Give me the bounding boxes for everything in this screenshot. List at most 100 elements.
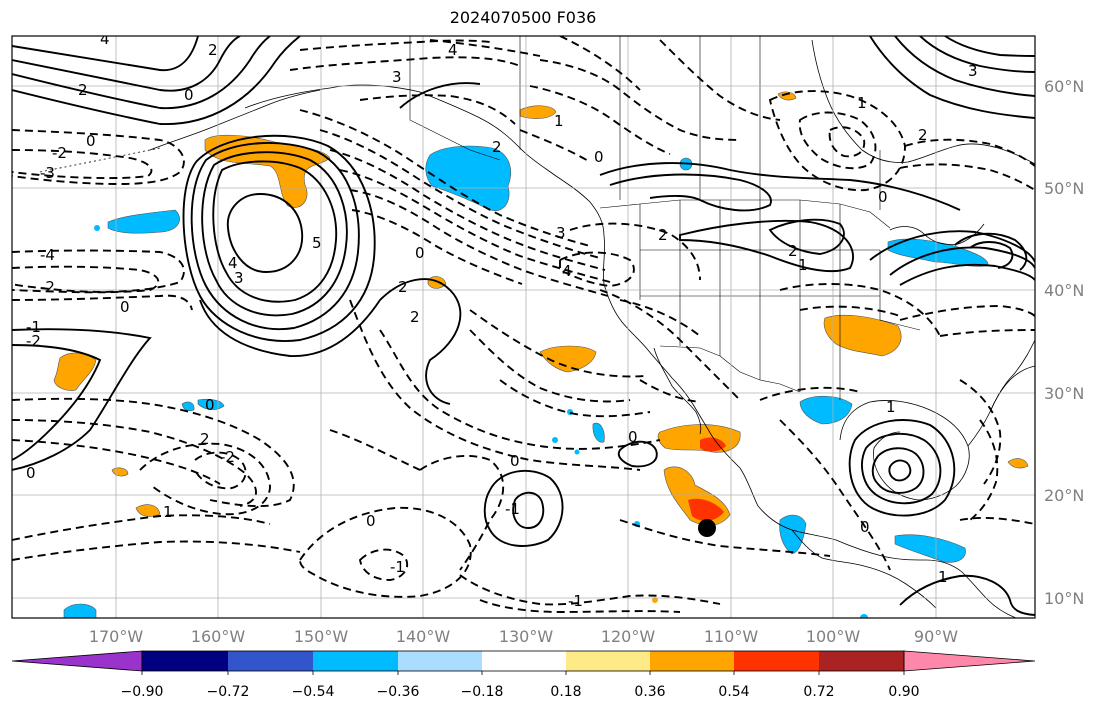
contour-label: 0 <box>628 428 638 446</box>
negative-anomaly-patch <box>799 395 853 425</box>
contour-negative <box>904 138 1035 167</box>
contour-negative <box>459 574 721 606</box>
contour-negative <box>899 163 1035 191</box>
contour-negative <box>319 129 601 259</box>
contour-negative <box>329 429 421 471</box>
contour-label: 1 <box>886 398 896 416</box>
contour-positive <box>679 219 854 273</box>
negative-anomaly-patch <box>107 209 180 234</box>
contour-label: 0 <box>184 86 194 104</box>
contour-positive <box>899 574 1035 616</box>
colorbar-segment <box>734 651 819 671</box>
negative-anomaly-dot <box>552 437 558 443</box>
colorbar-tick-label: −0.72 <box>206 684 250 700</box>
contour-positive <box>512 491 545 529</box>
coastline-north-america <box>244 84 1017 618</box>
contour-label: 3 <box>556 224 566 242</box>
contour-label: 0 <box>510 452 520 470</box>
lon-label-110w: 110°W <box>703 627 759 646</box>
coastline-baja-california <box>653 347 702 435</box>
political-borders <box>409 36 921 400</box>
colorbar <box>11 650 1036 675</box>
lon-label-90w: 90°W <box>913 627 959 646</box>
coastline-hudson-bay <box>811 39 1035 165</box>
contour-positive <box>869 36 1035 119</box>
contour-negative <box>12 419 257 507</box>
positive-anomaly-patch <box>1007 458 1029 469</box>
colorbar-segment <box>142 651 228 671</box>
lat-label-20n: 20°N <box>1044 486 1085 505</box>
contour-negative <box>479 599 681 613</box>
contour-positive <box>848 419 956 517</box>
contour-positive <box>899 263 1035 286</box>
contour-label: 2 <box>658 226 668 244</box>
contour-positive <box>919 36 1035 73</box>
colorbar-extend-low <box>11 650 143 672</box>
contour-label: 2 <box>788 242 798 260</box>
contour-positive <box>212 160 338 303</box>
contour-positive <box>768 218 845 255</box>
contour-label: 1 <box>798 256 808 274</box>
contour-label: -2 <box>220 448 235 466</box>
contour-negative <box>779 283 941 337</box>
contour-positive <box>199 278 462 405</box>
colorbar-frame <box>141 650 905 672</box>
contour-negative <box>759 386 861 401</box>
lon-label-150w: 150°W <box>293 627 349 646</box>
contour-negative <box>289 56 521 71</box>
contour-label: 0 <box>205 396 215 414</box>
contour-label: 0 <box>860 518 870 536</box>
negative-anomaly-dot <box>94 225 100 231</box>
contour-positive <box>12 36 301 125</box>
colorbar-segment <box>650 651 734 671</box>
contour-negative <box>499 379 651 418</box>
storm-center-marker <box>698 519 716 537</box>
contour-label: 3 <box>968 62 978 80</box>
contour-positive <box>609 173 772 212</box>
contour-negative <box>539 59 741 141</box>
lon-label-100w: 100°W <box>805 627 861 646</box>
positive-anomaly-patch <box>111 467 161 517</box>
contour-label: 4 <box>562 262 572 280</box>
contour-label: 0 <box>120 298 130 316</box>
contour-positive <box>190 142 360 331</box>
contour-negative <box>429 39 541 57</box>
colorbar-tick-label: 0.18 <box>550 684 582 700</box>
colorbar-tick-label: −0.90 <box>120 684 164 700</box>
positive-anomaly-patch <box>53 352 97 391</box>
contour-negative <box>899 305 1035 321</box>
contour-label: 1 <box>554 112 564 130</box>
contour-label: -1 <box>390 558 405 576</box>
contour-positive <box>483 469 564 547</box>
lon-label-140w: 140°W <box>395 627 451 646</box>
contour-negative <box>469 329 631 403</box>
contour-positive <box>888 459 912 482</box>
contour-label: 0 <box>366 512 376 530</box>
contour-label: 0 <box>86 132 96 150</box>
contour-positive <box>201 151 348 317</box>
lat-label-10n: 10°N <box>1044 589 1085 608</box>
contour-label: 2 <box>492 138 502 156</box>
colorbar-tick-label: 0.72 <box>803 684 835 700</box>
coastline-gulf-of-mexico <box>839 400 970 501</box>
positive-anomaly-patch <box>777 91 797 101</box>
contour-negative <box>559 251 635 287</box>
positive-anomaly-patch <box>823 314 902 357</box>
contour-positive <box>12 36 199 71</box>
contour-positive <box>861 433 942 505</box>
lat-label-40n: 40°N <box>1044 281 1085 300</box>
contour-negative <box>12 514 271 541</box>
us-mexico-border <box>659 345 801 393</box>
contour-label: 0 <box>26 464 36 482</box>
contour-label: 3 <box>392 68 402 86</box>
contour-negative <box>768 90 906 192</box>
contour-negative <box>599 289 741 401</box>
lat-label-50n: 50°N <box>1044 179 1085 198</box>
negative-anomaly-dot <box>574 449 580 455</box>
contour-negative <box>569 222 701 281</box>
positive-anomaly-patch <box>427 276 447 289</box>
contour-positive <box>894 36 1035 97</box>
contour-negative <box>12 265 160 294</box>
strong-positive-anomaly-patch <box>688 498 724 521</box>
contour-label: 4 <box>448 41 458 59</box>
